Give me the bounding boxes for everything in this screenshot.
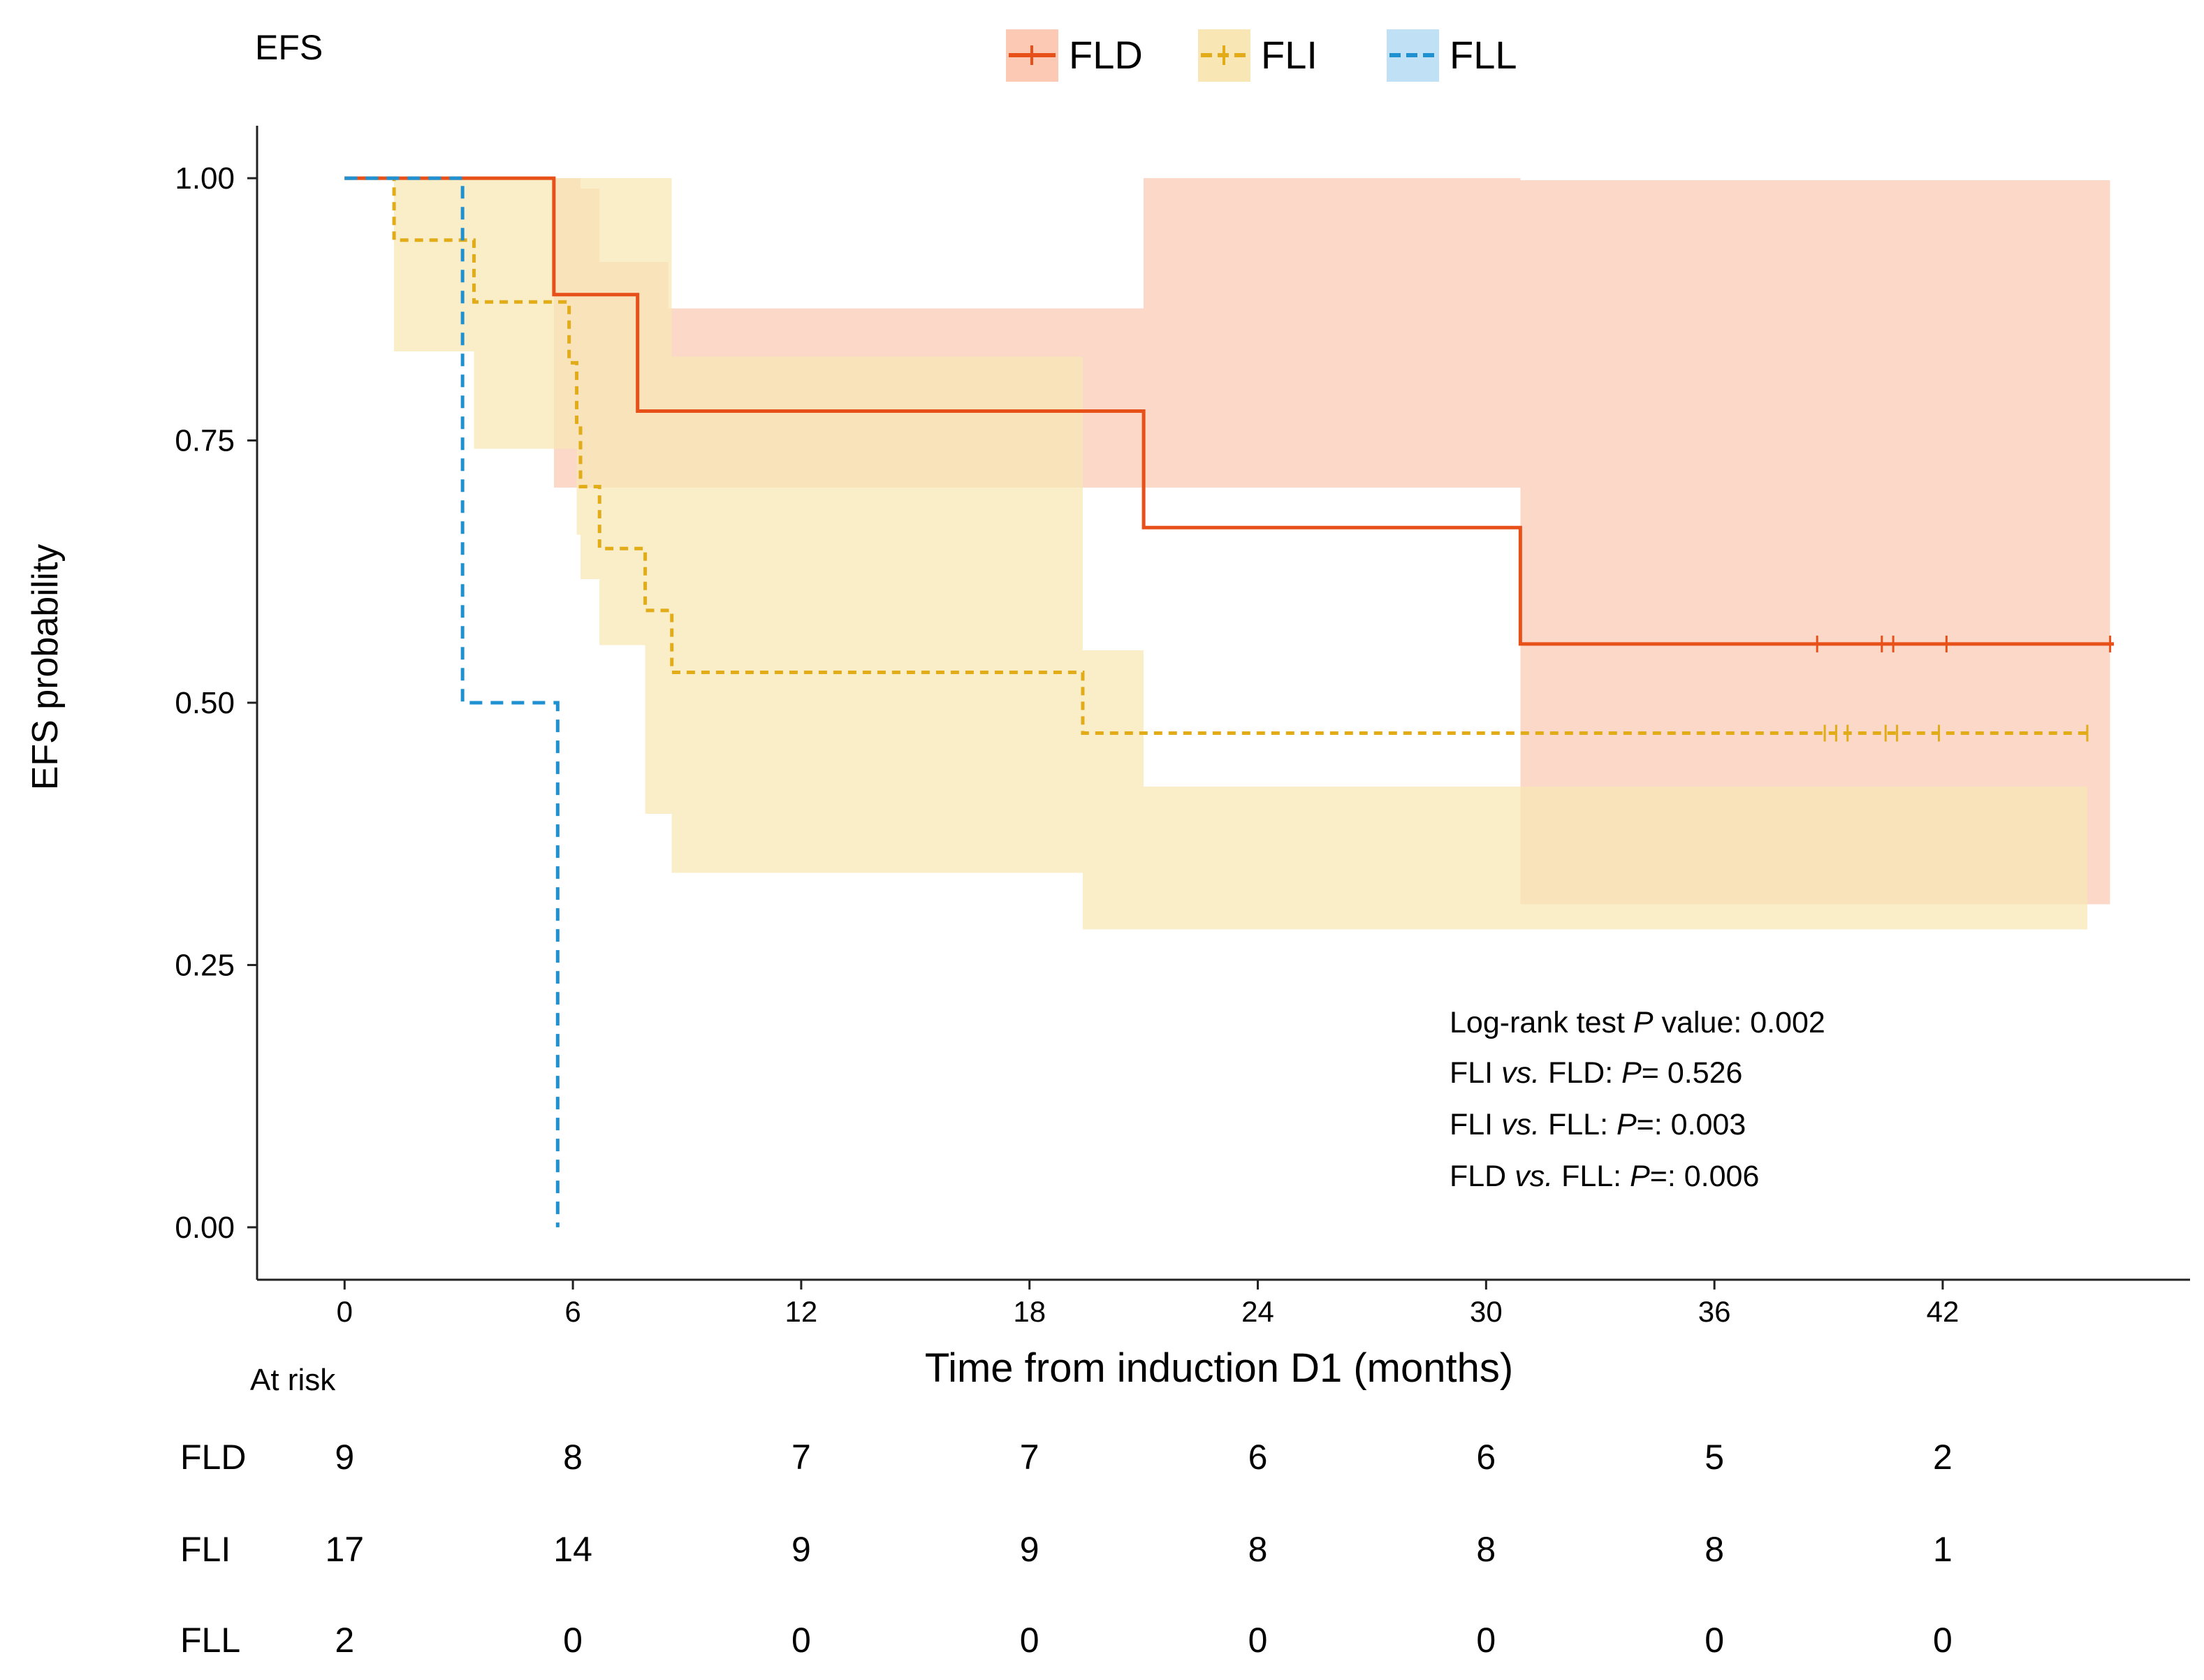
- risk-table: At risk FLD 9 8 7 7 6 6 5 2 FLI 17 14 9 9 8 8 8 1 FLL 2 0 0 0 0 0…: [180, 1363, 1953, 1660]
- ci-band-fli: [576, 178, 581, 535]
- risk-cell: 6: [1476, 1438, 1496, 1477]
- risk-row-label: FLL: [180, 1621, 240, 1660]
- risk-cell: 0: [1705, 1621, 1724, 1660]
- x-tick-label: 36: [1698, 1295, 1731, 1328]
- ci-band-fli: [671, 356, 1083, 873]
- ci-band-fli: [474, 178, 577, 449]
- risk-cell: 0: [1248, 1621, 1268, 1660]
- ci-band-fli: [1082, 650, 1144, 930]
- x-axis-ticks: 0 6 12 18 24 30 36 42: [337, 1280, 1959, 1328]
- risk-cell: 1: [1933, 1530, 1953, 1569]
- ci-band-fli: [1144, 787, 2087, 930]
- x-tick-label: 18: [1013, 1295, 1046, 1328]
- y-axis-label: EFS probability: [25, 544, 66, 791]
- y-tick-label: 0.25: [175, 948, 235, 982]
- ci-band-fld: [1520, 180, 2110, 905]
- risk-cell: 2: [335, 1621, 354, 1660]
- risk-cell: 14: [553, 1530, 592, 1569]
- risk-cell: 7: [1020, 1438, 1039, 1477]
- ci-band-fli: [580, 178, 600, 579]
- risk-cell: 6: [1248, 1438, 1268, 1477]
- confidence-bands: [394, 178, 2110, 930]
- ci-band-fld: [1144, 178, 1521, 488]
- risk-cell: 9: [1020, 1530, 1039, 1569]
- risk-cell: 0: [1476, 1621, 1496, 1660]
- y-tick-label: 0.00: [175, 1211, 235, 1245]
- risk-cell: 2: [1933, 1438, 1953, 1477]
- legend-label-fld: FLD: [1069, 33, 1143, 77]
- x-tick-label: 12: [785, 1295, 818, 1328]
- risk-cell: 7: [791, 1438, 811, 1477]
- risk-row-label: FLI: [180, 1530, 231, 1569]
- legend-label-fli: FLI: [1261, 33, 1318, 77]
- x-tick-label: 30: [1470, 1295, 1503, 1328]
- curve-fll: [344, 176, 560, 1227]
- y-tick-label: 0.50: [175, 686, 235, 720]
- risk-cell: 0: [1933, 1621, 1953, 1660]
- risk-cell: 8: [1476, 1530, 1496, 1569]
- comparison-text: FLI vs. FLL: P=: 0.003: [1450, 1108, 1746, 1141]
- x-tick-label: 0: [337, 1295, 353, 1328]
- risk-cell: 0: [563, 1621, 583, 1660]
- curve-fld: [344, 176, 2115, 646]
- risk-cell: 9: [335, 1438, 354, 1477]
- curve-fli: [344, 176, 2087, 736]
- risk-cell: 0: [791, 1621, 811, 1660]
- comparison-text: FLD vs. FLL: P=: 0.006: [1450, 1160, 1759, 1193]
- x-tick-label: 42: [1927, 1295, 1959, 1328]
- ci-band-fli: [394, 178, 474, 351]
- risk-cell: 8: [1248, 1530, 1268, 1569]
- survival-curves: [344, 176, 2115, 1227]
- comparison-text: FLI vs. FLD: P= 0.526: [1450, 1056, 1742, 1090]
- risk-row-label: FLD: [180, 1438, 246, 1477]
- legend: FLD FLI FLL: [1006, 29, 1517, 82]
- x-axis-label: Time from induction D1 (months): [925, 1345, 1513, 1391]
- logrank-text: Log-rank test P value: 0.002: [1450, 1006, 1825, 1039]
- risk-cell: 9: [791, 1530, 811, 1569]
- ci-band-fli: [645, 178, 672, 815]
- x-tick-label: 24: [1241, 1295, 1274, 1328]
- risk-cell: 0: [1020, 1621, 1039, 1660]
- risk-cell: 8: [563, 1438, 583, 1477]
- x-tick-label: 6: [564, 1295, 581, 1328]
- censor-marks: [1816, 635, 2112, 742]
- stats-annotation: Log-rank test P value: 0.002 FLI vs. FLD:…: [1450, 1006, 1825, 1193]
- risk-table-title: At risk: [250, 1363, 336, 1397]
- chart-title: EFS: [255, 28, 323, 67]
- risk-cell: 5: [1705, 1438, 1724, 1477]
- legend-label-fll: FLL: [1450, 33, 1517, 77]
- risk-cell: 17: [325, 1530, 364, 1569]
- y-tick-label: 1.00: [175, 161, 235, 196]
- y-axis-ticks: 0.00 0.25 0.50 0.75 1.00: [175, 161, 257, 1245]
- y-tick-label: 0.75: [175, 424, 235, 458]
- risk-cell: 8: [1705, 1530, 1724, 1569]
